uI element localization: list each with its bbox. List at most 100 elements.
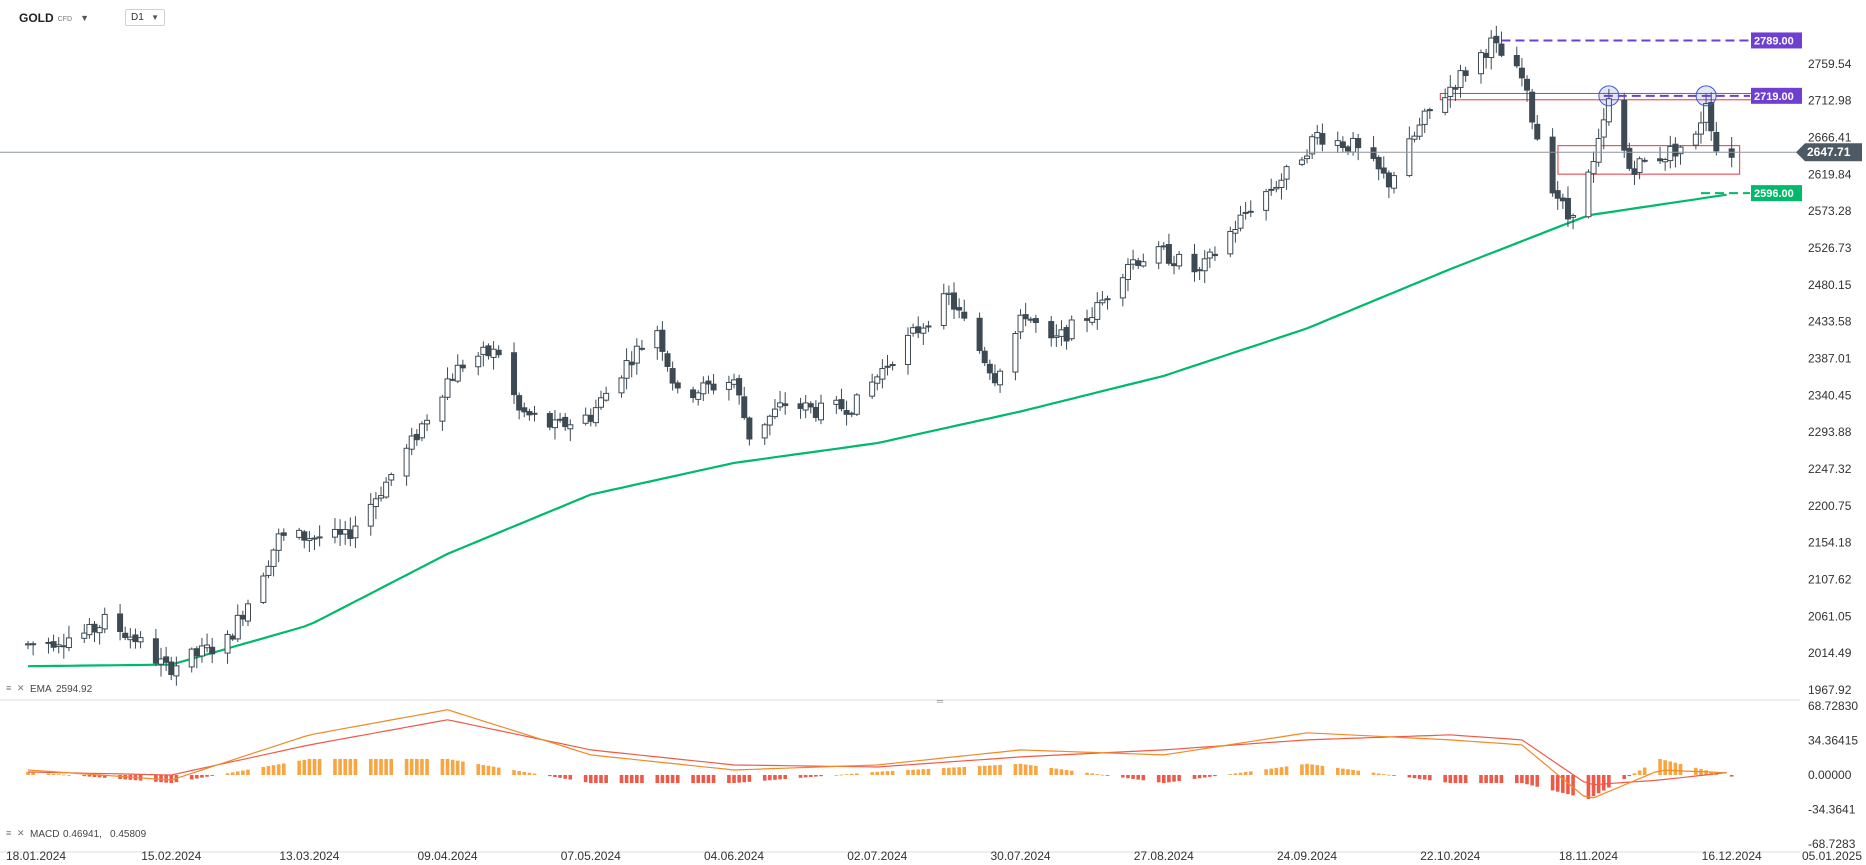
macd-histogram-bar-negative (1520, 775, 1524, 784)
timeframe-value: D1 (131, 12, 144, 23)
candle-up (1283, 166, 1290, 180)
macd-histogram-bar-positive (246, 769, 250, 775)
macd-histogram-bar-positive (496, 767, 501, 775)
macd-histogram-bar-negative (1172, 775, 1176, 782)
levels-layer: 2789.00 2719.00 2596.00 (1501, 32, 1802, 202)
macd-tick-label: 0.00000 (1808, 768, 1852, 782)
macd-histogram-bar-positive (1279, 767, 1284, 775)
macd-histogram-bar-positive (1381, 774, 1386, 775)
symbol-selector[interactable]: GOLD CFD ▼ (19, 11, 89, 25)
macd-histogram-bar-negative (97, 775, 102, 778)
candle-up (1247, 210, 1254, 213)
candle-down (511, 352, 518, 396)
macd-histogram-bar-negative (1126, 775, 1130, 779)
symbol-name: GOLD (19, 11, 54, 25)
level-label: 2789.00 (1754, 35, 1794, 47)
macd-histogram-bar-negative (629, 775, 634, 784)
macd-histogram-bar-positive (1028, 765, 1033, 775)
macd-histogram-bar-positive (56, 774, 61, 775)
macd-histogram-bar-negative (675, 775, 680, 784)
candle-down (1339, 141, 1346, 148)
candle-down (736, 378, 743, 396)
candle-down (1462, 70, 1469, 77)
macd-histogram-bar-negative (1530, 775, 1534, 786)
candle-down (812, 407, 819, 418)
candle-up (1104, 298, 1111, 301)
candle-up (725, 381, 732, 390)
candle-down (1048, 321, 1055, 339)
candle-up (874, 376, 881, 384)
candle-down (209, 646, 216, 655)
candle-down (280, 532, 287, 536)
candle-up (1697, 122, 1704, 135)
close-icon[interactable]: ✕ (17, 828, 25, 838)
candle-up (372, 498, 379, 508)
macd-histogram-bar-positive (880, 771, 885, 775)
macd-histogram-bar-positive (1678, 763, 1683, 775)
candle-up (1391, 175, 1398, 189)
candle-down (1657, 158, 1664, 162)
candle-up (771, 408, 778, 418)
macd-histogram-bar-negative (1494, 775, 1499, 784)
macd-histogram-bar-positive (1315, 765, 1320, 775)
candle-up (940, 293, 947, 326)
candle-up (306, 538, 313, 541)
candle-down (1426, 109, 1433, 112)
candle-up (920, 327, 927, 334)
candle-up (879, 368, 886, 380)
candle-up (1585, 171, 1592, 218)
candle-down (664, 353, 671, 367)
macd-histogram-bar-positive (348, 758, 353, 775)
settings-icon[interactable]: ≡ (6, 828, 11, 838)
macd-histogram-bar-positive (353, 758, 358, 775)
time-tick-label: 18.01.2024 (6, 849, 66, 863)
ema-value: 2594.92 (56, 684, 93, 695)
macd-histogram-bar-negative (778, 775, 782, 780)
candle-down (1549, 136, 1556, 194)
candle-up (1068, 319, 1075, 340)
price-tick-label: 2200.75 (1808, 499, 1852, 513)
macd-histogram-bar-positive (1632, 773, 1637, 775)
candle-down (1032, 318, 1039, 324)
candle-down (1708, 101, 1715, 132)
settings-icon[interactable]: ≡ (6, 683, 11, 693)
pane-resize-handle[interactable]: ═ (936, 696, 944, 706)
macd-histogram-bar-negative (189, 775, 194, 780)
candle-down (1355, 138, 1362, 149)
time-tick-label: 16.12.2024 (1702, 849, 1762, 863)
macd-histogram-bar-positive (890, 770, 895, 775)
candle-up (638, 347, 645, 350)
macd-histogram-bar-positive (532, 773, 537, 775)
candle-down (1498, 43, 1505, 56)
candle-up (444, 378, 451, 398)
macd-histogram-bar-positive (235, 771, 240, 775)
timeframe-select[interactable]: D1 ▼ (125, 9, 165, 26)
macd-histogram-bar-positive (522, 771, 527, 775)
candle-up (1605, 98, 1612, 123)
close-icon[interactable]: ✕ (17, 683, 25, 693)
macd-histogram-bar-positive (225, 773, 230, 775)
macd-histogram-bar-positive (1274, 767, 1279, 775)
macd-histogram-bar-negative (737, 775, 741, 783)
price-tick-label: 2154.18 (1808, 536, 1852, 550)
macd-histogram-bar-positive (941, 768, 946, 775)
candle-down (1713, 131, 1720, 152)
macd-histogram-bar-positive (476, 764, 481, 775)
macd-histogram-bar-negative (1566, 775, 1570, 795)
macd-histogram-bar-positive (486, 765, 491, 775)
macd-histogram-bar-positive (1346, 769, 1350, 775)
candle-down (546, 412, 553, 428)
macd-histogram-bar-positive (31, 772, 35, 775)
macd-histogram-bar-positive (276, 764, 281, 775)
macd-histogram-bar-positive (343, 758, 348, 775)
candle-down (1529, 91, 1536, 123)
macd-histogram-bar-positive (512, 770, 516, 775)
price-tick-label: 2433.58 (1808, 315, 1852, 329)
candle-up (234, 614, 241, 640)
candle-down (1631, 168, 1638, 175)
macd-histogram-bar-positive (1243, 772, 1248, 775)
macd-histogram-bar-positive (415, 758, 419, 775)
candle-down (1344, 146, 1351, 152)
macd-histogram-bar-negative (619, 775, 624, 784)
